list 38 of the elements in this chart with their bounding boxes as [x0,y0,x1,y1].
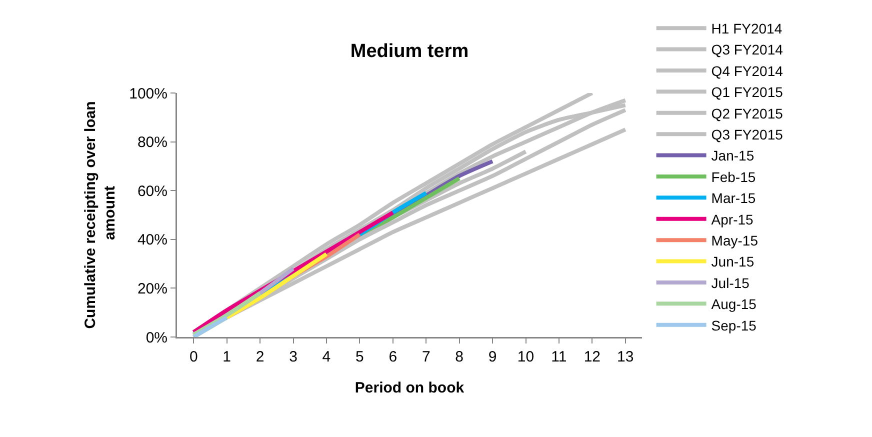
x-tick-label: 11 [551,348,567,366]
legend-label: Mar-15 [711,190,756,206]
x-tick-label: 8 [455,348,464,366]
legend-label: Q3 FY2015 [711,126,784,143]
legend-label: Q2 FY2015 [711,105,784,122]
y-tick-label: 80% [137,134,168,152]
x-tick-label: 1 [222,348,231,366]
y-axis-title: Cumulative receipting over loan amount [82,101,119,329]
legend-label: Q4 FY2014 [711,62,784,79]
x-tick-label: 13 [617,348,634,366]
legend-label: Aug-15 [711,296,757,312]
y-tick-label: 0% [146,329,168,346]
x-tick-label: 4 [322,348,331,366]
legend-label: Sep-15 [711,317,757,334]
legend-label: Q1 FY2015 [711,84,784,100]
x-tick-label: 9 [488,348,497,366]
y-tick-label: 60% [137,182,168,200]
legend-label: Q3 FY2014 [711,42,784,58]
y-tick-label: 100% [129,85,168,102]
legend-label: Feb-15 [711,168,756,185]
x-tick-label: 6 [388,348,398,366]
legend-label: Jan-15 [711,148,754,164]
x-tick-label: 10 [517,348,534,366]
x-axis-title: Period on book [354,380,465,396]
legend-label: Jun-15 [711,254,754,270]
y-tick-label: 40% [137,232,168,249]
legend-label: May-15 [711,232,758,249]
x-tick-label: 0 [189,348,198,366]
legend-label: Apr-15 [711,211,754,228]
legend-label: Jul-15 [711,274,750,291]
legend-label: H1 FY2014 [711,20,782,37]
x-tick-label: 3 [289,348,298,366]
x-tick-label: 12 [584,348,601,366]
chart-title: Medium term [350,41,469,62]
y-tick-label: 20% [137,280,168,298]
x-tick-label: 5 [356,348,364,366]
x-tick-label: 7 [422,348,430,366]
x-tick-label: 2 [256,348,264,366]
